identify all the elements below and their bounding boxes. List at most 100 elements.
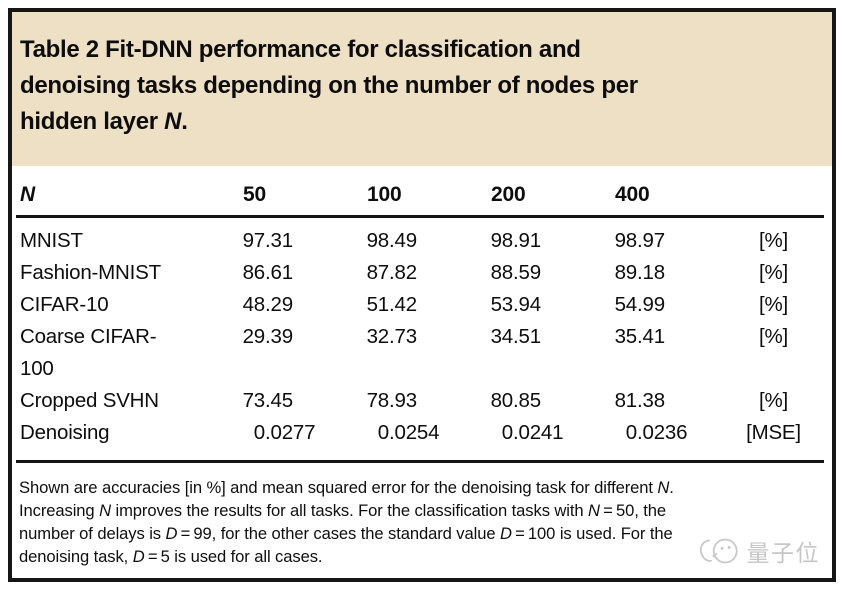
value-int: 97 bbox=[242, 229, 266, 252]
value-cell: 73.45 bbox=[241, 385, 365, 417]
value-frac: .99 bbox=[637, 293, 665, 316]
text-line: Increasing N improves the results for al… bbox=[19, 499, 828, 522]
value-int: 88 bbox=[490, 261, 514, 284]
value-int: 98 bbox=[366, 229, 390, 252]
value-int: 35 bbox=[614, 325, 638, 348]
value-frac: .18 bbox=[637, 261, 665, 284]
value-frac: .41 bbox=[637, 325, 665, 348]
text-segment: Table 2 Fit-DNN performance for classifi… bbox=[20, 36, 581, 63]
unit-cell: [%] bbox=[758, 293, 789, 316]
value-cell: 0.0277 bbox=[241, 417, 365, 449]
column-header-50: 50 bbox=[241, 166, 365, 218]
text-line: denoising tasks depending on the number … bbox=[20, 68, 818, 104]
unit-cell: [MSE] bbox=[746, 421, 801, 444]
value-int: 0 bbox=[625, 421, 637, 444]
value-int: 0 bbox=[377, 421, 389, 444]
value-int: 73 bbox=[242, 389, 266, 412]
row-label: Denoising bbox=[20, 421, 110, 444]
italic-variable: N bbox=[164, 108, 182, 135]
value-cell: 32.73 bbox=[365, 321, 489, 385]
unit-cell: [%] bbox=[758, 229, 789, 252]
value-cell: 51.42 bbox=[365, 289, 489, 321]
value-frac: .97 bbox=[637, 229, 665, 252]
table-row: Denoising 0.0277 0.0254 0.0241 0.0236 [MSE] bbox=[16, 417, 824, 449]
table-footnote: Shown are accuracies [in %] and mean squ… bbox=[19, 476, 828, 568]
value-frac: .0241 bbox=[513, 421, 564, 444]
value-int: 98 bbox=[490, 229, 514, 252]
watermark-text: 量子位 bbox=[746, 541, 820, 567]
italic-variable: D bbox=[132, 547, 145, 566]
value-frac: .61 bbox=[265, 261, 293, 284]
value-int: 0 bbox=[501, 421, 513, 444]
value-frac: .0254 bbox=[389, 421, 440, 444]
value-int: 89 bbox=[614, 261, 638, 284]
value-frac: .85 bbox=[513, 389, 541, 412]
text-segment: = 99, for the other cases the standard v… bbox=[177, 524, 500, 543]
italic-variable: N bbox=[657, 478, 670, 497]
text-segment: Shown are accuracies [in %] and mean squ… bbox=[19, 478, 658, 497]
text-line: denoising task, D = 5 is used for all ca… bbox=[19, 545, 828, 568]
row-label: Coarse CIFAR- 100 bbox=[20, 325, 157, 380]
value-int: 86 bbox=[242, 261, 266, 284]
value-int: 51 bbox=[366, 293, 390, 316]
text-segment: Increasing bbox=[19, 501, 100, 520]
value-cell: 86.61 bbox=[241, 257, 365, 289]
text-segment: . bbox=[669, 478, 674, 497]
value-int: 87 bbox=[366, 261, 390, 284]
value-int: 34 bbox=[490, 325, 514, 348]
value-int: 32 bbox=[366, 325, 390, 348]
value-frac: .94 bbox=[513, 293, 541, 316]
value-cell: 29.39 bbox=[241, 321, 365, 385]
value-cell: 89.18 bbox=[613, 257, 737, 289]
value-cell: 0.0241 bbox=[489, 417, 613, 449]
value-cell: 0.0236 bbox=[613, 417, 737, 449]
text-segment: denoising task, bbox=[19, 547, 133, 566]
value-frac: .73 bbox=[389, 325, 417, 348]
row-label: MNIST bbox=[20, 229, 83, 252]
table-header-row: N 50 100 200 400 bbox=[16, 166, 824, 218]
column-header-400: 400 bbox=[613, 166, 737, 218]
value-frac: .0236 bbox=[637, 421, 688, 444]
value-int: 48 bbox=[242, 293, 266, 316]
text-segment: = 50, the bbox=[599, 501, 667, 520]
value-frac: .49 bbox=[389, 229, 417, 252]
text-line: Shown are accuracies [in %] and mean squ… bbox=[19, 476, 828, 499]
unit-cell: [%] bbox=[758, 325, 789, 348]
value-int: 54 bbox=[614, 293, 638, 316]
text-line: Table 2 Fit-DNN performance for classifi… bbox=[20, 32, 818, 68]
value-cell: 78.93 bbox=[365, 385, 489, 417]
text-segment: = 100 is used. For the bbox=[511, 524, 673, 543]
value-frac: .45 bbox=[265, 389, 293, 412]
column-header-200: 200 bbox=[489, 166, 613, 218]
value-frac: .29 bbox=[265, 293, 293, 316]
value-cell: 98.49 bbox=[365, 217, 489, 258]
value-cell: 34.51 bbox=[489, 321, 613, 385]
unit-cell: [%] bbox=[758, 261, 789, 284]
value-frac: .38 bbox=[637, 389, 665, 412]
value-cell: 88.59 bbox=[489, 257, 613, 289]
value-frac: .0277 bbox=[265, 421, 316, 444]
row-label: CIFAR-10 bbox=[20, 293, 109, 316]
value-int: 29 bbox=[242, 325, 266, 348]
table-title-banner: Table 2 Fit-DNN performance for classifi… bbox=[12, 12, 832, 166]
value-cell: 98.97 bbox=[613, 217, 737, 258]
value-cell: 81.38 bbox=[613, 385, 737, 417]
value-frac: .93 bbox=[389, 389, 417, 412]
value-cell: 53.94 bbox=[489, 289, 613, 321]
value-frac: .39 bbox=[265, 325, 293, 348]
text-line: hidden layer N. bbox=[20, 104, 818, 140]
value-frac: .91 bbox=[513, 229, 541, 252]
text-segment: hidden layer bbox=[20, 108, 165, 135]
value-cell: 87.82 bbox=[365, 257, 489, 289]
value-cell: 80.85 bbox=[489, 385, 613, 417]
italic-variable: N bbox=[99, 501, 111, 520]
value-int: 53 bbox=[490, 293, 514, 316]
italic-variable: D bbox=[500, 524, 512, 543]
table-title: Table 2 Fit-DNN performance for classifi… bbox=[20, 32, 818, 140]
text-segment: . bbox=[181, 108, 188, 135]
results-table: N 50 100 200 400 MNIST 97.31 98.49 98.91 98.… bbox=[16, 166, 824, 449]
unit-cell: [%] bbox=[758, 389, 789, 412]
column-header-n: N bbox=[16, 166, 241, 218]
table-content: N 50 100 200 400 MNIST 97.31 98.49 98.91 98.… bbox=[16, 166, 828, 568]
value-frac: .82 bbox=[389, 261, 417, 284]
